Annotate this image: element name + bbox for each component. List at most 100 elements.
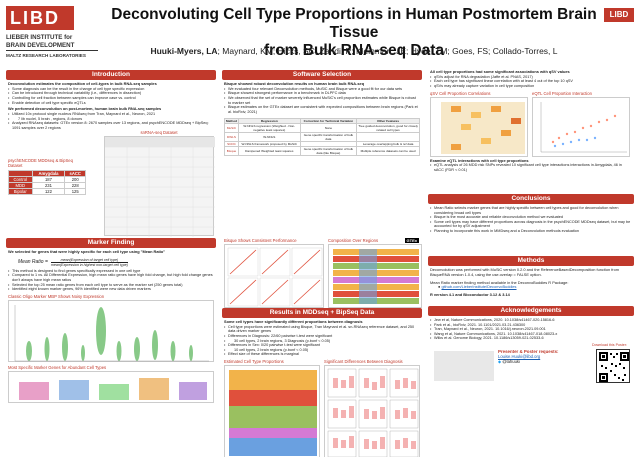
conclusion-bullet: Planning to incorporate this work in MMD… (430, 229, 632, 234)
estimated-figure-title: Estimated Cell Type Proportions (224, 358, 284, 364)
marker-lead: We selected for genes that were highly s… (8, 249, 166, 254)
results-bullet: Effect size of these differences is marg… (224, 352, 420, 357)
right-logo: LIBD (604, 8, 634, 22)
table-cell: DWLS (224, 132, 239, 143)
composition-figure-title: Composition Over Regions (328, 238, 379, 243)
libd-logo: LIBD LIEBER INSTITUTE for BRAIN DEVELOPM… (6, 6, 98, 62)
intro-bullet: Enable detection of cell type specific e… (8, 101, 214, 106)
logo-line-3: MALTZ RESEARCH LABORATORIES (6, 53, 86, 58)
table-cell: W-NNLS framework proposed by MuSiC (238, 141, 301, 148)
introduction-heading: Introduction (6, 70, 216, 80)
author-list: Huuki-Myers, LA; Maynard, KM; Hicks, SC;… (104, 46, 604, 56)
lead-author: Huuki-Myers, LA (150, 46, 218, 56)
intro-bullet: Can be introduced through technical vari… (8, 91, 214, 96)
psychencode-table-panel: psychENCODE MDDseq & BipSeq Dataset Amyg… (8, 158, 88, 195)
table-row: Bisque Dampened Weighted least squares G… (224, 146, 420, 157)
poster-header: LIBD LIEBER INSTITUTE for BRAIN DEVELOPM… (0, 0, 640, 66)
reference-item: Tran, Maynard et al., Neuron, 2021. 10.1… (430, 327, 632, 332)
intro-bullet: Controlling for cell fraction between sa… (8, 96, 214, 101)
table-cell: Bisque (224, 146, 239, 157)
mbp-figure-title: Classic Oligo Marker MBP Shows Noisy Exp… (8, 293, 105, 299)
presenter-info: Presenter & Poster requests: Louise.Huuk… (498, 349, 559, 364)
software-bullet: Bisque estimates on the GTEx dataset are… (224, 105, 420, 114)
estimated-proportions-panel: Estimated Cell Type Proportions (224, 359, 320, 457)
results-bullet: Cell type proportions were estimated usi… (224, 325, 420, 334)
table-row: Control 187 200 (8, 176, 86, 183)
software-bullet: We evaluated four relevant Deconvolution… (224, 87, 420, 92)
intro-bullet-2: Analyzed RNAseq datasets: GTEx version 8… (8, 121, 214, 130)
logo-line-1: LIEBER INSTITUTE for (6, 34, 73, 41)
twitter-icon: ◆ (498, 358, 502, 364)
qsv-heatmap (441, 101, 525, 154)
methods-section: Methods Deconvolution was performed with… (428, 256, 634, 300)
logo-divider (6, 50, 98, 51)
results-section: Results in MDDseq + BipSeq Data Some cel… (222, 308, 422, 457)
significant-boxplots (327, 368, 419, 457)
eqtl-figure-title: eQTL Cell Proportion Interaction (532, 90, 592, 96)
estimated-proportions-figure (224, 364, 320, 457)
estimated-stacked-bars (229, 369, 317, 456)
qsv-heatmap-figure (430, 96, 528, 157)
conclusions-heading: Conclusions (428, 194, 634, 204)
qsv-correlation-panel: qSV Cell Proportion Correlations (430, 91, 528, 157)
results-heading: Results in MDDseq + BipSeq Data (222, 308, 422, 318)
marker-section: Marker Finding We selected for genes tha… (6, 238, 216, 403)
presenter-email[interactable]: Louise.Huuki@libd.org (498, 353, 541, 359)
significant-differences-panel: Significant Differences Between Diagnosi… (324, 359, 420, 457)
intro-bullet: Some diagnosis can be the result in the … (8, 87, 214, 92)
methods-heading: Methods (428, 256, 634, 266)
logo-line-2: BRAIN DEVELOPMENT (6, 42, 75, 49)
psychencode-table: Amygdala sACC Control 187 200 MDD 231 22… (8, 170, 86, 195)
gtex-tag: GTEx (404, 238, 419, 243)
eqtl-bullet: qSVs may already capture variation in ce… (430, 84, 632, 89)
specific-marker-figure (8, 370, 214, 403)
title-line-2: from Bulk RNA-seq Data (264, 42, 444, 59)
table-row: MDD 231 228 (8, 182, 86, 189)
composition-figure: GTEx (328, 238, 422, 308)
presenter-handle[interactable]: @lahuuki (502, 358, 520, 364)
poster-title: Deconvoluting Cell Type Proportions in H… (104, 6, 604, 60)
marker-bullet: This method is designed to find genes sp… (8, 269, 214, 274)
qr-code[interactable] (596, 348, 630, 383)
bisque-scatter-figure (224, 244, 324, 308)
results-bullet: Differences in Sex: 0/20 pairwise t-test… (224, 343, 420, 348)
eqtl-figures: qSV Cell Proportion Correlations eQTL Ce… (428, 89, 634, 159)
intro-lead: Deconvolution estimates the composition … (8, 81, 157, 86)
software-bullet: We observed that the set of marker sever… (224, 96, 420, 105)
reference-item: Wang et al, Nature Communications, 2021.… (430, 332, 632, 337)
results-bullet: Differences in Diagnosis: 22/60 pairwise… (224, 334, 420, 339)
table-cell: W-NNLS (238, 132, 301, 143)
table-cell: 125 (64, 188, 86, 195)
deconvobuddies-link[interactable]: github.com/LieberInstitute/DeconvoBuddie… (441, 284, 517, 290)
formula-denominator: mean(Expression in highest non-target ce… (50, 262, 128, 267)
marker-bullet: Compared to 1 vs. All Differential Expre… (8, 273, 214, 282)
snrna-label: snRNA-seq Dataset (140, 130, 178, 135)
formula-label: Mean Ratio = (18, 259, 48, 266)
snrna-panel: snRNA-seq Dataset (104, 130, 215, 237)
table-cell: Tree guided deconvolution, good for clos… (356, 123, 420, 134)
eqtl-interaction-panel: eQTL Cell Proportion Interaction (532, 91, 630, 157)
conclusions-section: Conclusions Mean Ratio selects marker ge… (428, 194, 634, 236)
conclusion-bullet: Some cell types may have different propo… (430, 220, 632, 229)
deconvobuddies-link-row: ● github.com/LieberInstitute/DeconvoBudd… (430, 284, 632, 290)
conclusion-bullet: Bisque is the most accurate and reliable… (430, 215, 632, 220)
significant-differences-figure (324, 364, 420, 457)
presenter-title: Presenter & Poster requests: (498, 348, 559, 354)
software-bullet: Bisque showed strongest performance in a… (224, 91, 420, 96)
lab-photo (434, 350, 494, 381)
software-heading: Software Selection (222, 70, 422, 80)
column-right: All cell type proportions had some signi… (428, 69, 634, 383)
table-header: Correction for Technical Variation (299, 118, 358, 125)
reference-item: Park et al., bioRxiv, 2021. 10.1101/2021… (430, 323, 632, 328)
download-label: Download this Poster: (592, 342, 627, 347)
table-row: MuSiC W-NNLS regression (Weighted - Non-… (224, 123, 420, 134)
qr-pattern (599, 351, 629, 382)
results-lead: Some cell types have significantly diffe… (224, 319, 363, 324)
table-cell: 122 (31, 188, 66, 195)
results-sub-bullet: 10 cell types, 2 brain regions (p.bonf <… (224, 348, 420, 353)
title-line-1: Deconvoluting Cell Type Proportions in H… (111, 6, 597, 41)
reference-item: Jew et al, Nature Communications, 2020. … (430, 318, 632, 323)
marker-bullet: Selected the top 25 mean ratio genes fro… (8, 283, 214, 288)
snrna-grid (105, 137, 215, 237)
other-authors: ; Maynard, KM; Hicks, SC; Zandi, P; Klei… (217, 46, 558, 56)
